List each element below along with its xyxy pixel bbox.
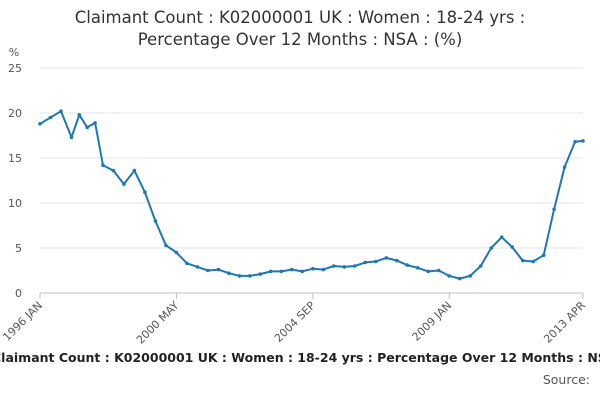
data-point [447, 274, 452, 278]
data-point [258, 272, 263, 276]
data-point [531, 259, 535, 264]
y-axis-label: % [9, 46, 19, 59]
data-point [478, 264, 483, 268]
data-point [216, 267, 221, 272]
data-point [132, 168, 137, 173]
data-point [520, 258, 525, 263]
data-point [541, 253, 546, 257]
data-point [311, 266, 315, 271]
data-point [457, 276, 462, 281]
data-point [85, 125, 89, 130]
data-point [395, 258, 399, 263]
data-point [332, 264, 336, 268]
data-point [48, 115, 53, 120]
data-point [227, 271, 231, 276]
data-point [206, 268, 210, 273]
data-point [426, 269, 431, 274]
x-tick-label: 2000 MAY [134, 299, 182, 347]
data-point [353, 264, 357, 268]
data-point [269, 269, 273, 274]
y-tick-label: 15 [8, 152, 22, 165]
x-tick-label: 2009 JAN [410, 299, 455, 344]
chart-title: Claimant Count : K02000001 UK : Women : … [0, 7, 600, 51]
y-tick-label: 25 [8, 62, 22, 75]
data-point [581, 139, 585, 143]
gridlines [40, 67, 583, 249]
x-tick-label: 1996 JAN [0, 299, 45, 344]
data-point [111, 168, 116, 173]
data-point [468, 274, 473, 278]
line-chart: 0 5 10 15 20 25 1996 JAN 2000 MAY 2004 SEP 2009 … [0, 46, 588, 347]
footer-title: Claimant Count : K02000001 UK : Women : … [0, 350, 600, 365]
y-tick-label: 5 [15, 242, 22, 255]
y-tick-label: 20 [8, 107, 22, 120]
data-point [384, 256, 389, 260]
data-point [363, 260, 368, 265]
data-point [38, 122, 42, 126]
data-point [499, 235, 504, 239]
data-point [489, 246, 494, 250]
footer: Claimant Count : K02000001 UK : Women : … [0, 350, 600, 394]
y-tick-label: 0 [15, 287, 22, 300]
data-point [552, 207, 556, 212]
data-point [93, 121, 97, 125]
data-point [101, 163, 105, 167]
y-tick-label: 10 [8, 197, 22, 210]
data-series [38, 109, 585, 281]
data-point [321, 267, 326, 272]
chart-title-line-2: Percentage Over 12 Months : NSA : (%) [137, 30, 463, 49]
data-point [562, 165, 567, 169]
data-point [436, 268, 441, 273]
data-point [153, 219, 158, 223]
data-point [143, 190, 147, 194]
data-point [77, 113, 82, 117]
data-point [59, 109, 63, 113]
data-point [415, 266, 420, 270]
data-point [174, 250, 179, 255]
data-point [279, 269, 284, 274]
data-point [69, 135, 74, 140]
x-axis: 1996 JAN 2000 MAY 2004 SEP 2009 JAN 2013 APR [0, 292, 588, 347]
data-point [195, 265, 200, 269]
footer-source: Source: [542, 372, 590, 387]
data-point [405, 263, 410, 267]
data-point [164, 243, 168, 248]
x-tick-label: 2004 SEP [272, 299, 318, 345]
data-point [510, 245, 514, 249]
y-axis-ticks: 0 5 10 15 20 25 [8, 62, 22, 300]
data-point [248, 274, 252, 278]
data-point [342, 265, 347, 269]
data-point [374, 259, 378, 264]
series-line [39, 110, 584, 280]
data-point [300, 269, 305, 274]
x-tick-label: 2013 APR [541, 299, 588, 346]
data-point [185, 261, 189, 266]
data-point [237, 274, 242, 278]
chart-title-line-1: Claimant Count : K02000001 UK : Women : … [74, 8, 526, 27]
data-point [573, 140, 577, 144]
data-point [290, 267, 294, 272]
data-point [122, 182, 126, 186]
